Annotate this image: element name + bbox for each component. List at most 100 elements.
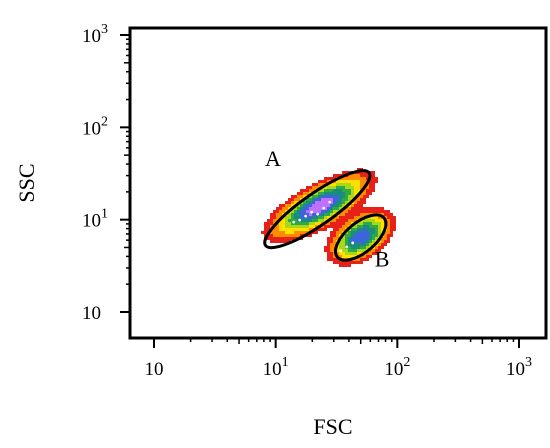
density-cell [324,216,327,219]
density-cell [372,216,375,219]
density-speckle [322,206,326,210]
density-cell [324,204,327,207]
density-cell [333,201,336,204]
y-tick-label: 102 [82,114,108,139]
density-cell [333,198,336,201]
density-cell [372,171,375,174]
density-cell [339,243,342,246]
density-cell [288,198,291,201]
density-cell [336,198,339,201]
density-cell [339,225,342,228]
density-cell [333,210,336,213]
density-cell [318,219,321,222]
density-cell [387,219,390,222]
density-cell [366,210,369,213]
density-cell [327,207,330,210]
density-cell [339,183,342,186]
density-cell [345,186,348,189]
density-cell [342,252,345,255]
density-cell [369,207,372,210]
density-cell [330,198,333,201]
density-cell [279,222,282,225]
density-cell [369,219,372,222]
density-cell [333,222,336,225]
density-cell [336,195,339,198]
density-cell [339,216,342,219]
density-cell [345,264,348,267]
density-cell [363,177,366,180]
density-cell [330,177,333,180]
density-cell [288,237,291,240]
density-cell [297,234,300,237]
density-cell [378,222,381,225]
density-cell [327,186,330,189]
density-cell [354,252,357,255]
density-cell [342,192,345,195]
density-cell [294,207,297,210]
x-tick-label: 102 [384,355,410,380]
density-cell [318,180,321,183]
density-cell [327,213,330,216]
density-cell [342,237,345,240]
density-cell [378,231,381,234]
density-cell [333,219,336,222]
density-cell [330,189,333,192]
density-cell [339,255,342,258]
density-cell [378,234,381,237]
density-cell [357,258,360,261]
density-cell [354,231,357,234]
density-cell [318,192,321,195]
density-cell [360,240,363,243]
density-cell [345,237,348,240]
density-cell [375,219,378,222]
density-cell [285,234,288,237]
gate-labels: AB [265,146,389,271]
density-cell [342,186,345,189]
density-cell [351,246,354,249]
density-cell [312,210,315,213]
density-cell [357,210,360,213]
density-cell [282,210,285,213]
density-cell [351,255,354,258]
density-cell [354,210,357,213]
density-cell [345,243,348,246]
density-cell [342,201,345,204]
density-cell [273,216,276,219]
density-cell [339,192,342,195]
density-cell [348,198,351,201]
density-cell [336,222,339,225]
density-cell [327,210,330,213]
density-cell [345,240,348,243]
density-cell [381,237,384,240]
density-cell [390,213,393,216]
density-cell [285,204,288,207]
density-cell [285,222,288,225]
density-cell [390,225,393,228]
x-tick-label: 103 [506,355,532,380]
density-cell [387,228,390,231]
density-cell [366,177,369,180]
density-cell [339,198,342,201]
density-cell [309,216,312,219]
density-cell [357,204,360,207]
density-cell [288,207,291,210]
density-cell [369,186,372,189]
density-cell [366,225,369,228]
density-cell [264,225,267,228]
density-cell [342,255,345,258]
density-cell [381,219,384,222]
density-cell [297,225,300,228]
density-cell [279,225,282,228]
density-cell [360,183,363,186]
x-tick-label: 101 [263,355,289,380]
density-cell [315,198,318,201]
density-cell [363,240,366,243]
density-cell [327,249,330,252]
density-cell [357,261,360,264]
density-cell [294,216,297,219]
density-cell [354,207,357,210]
density-cell [279,234,282,237]
density-cell [354,219,357,222]
density-cell [342,180,345,183]
